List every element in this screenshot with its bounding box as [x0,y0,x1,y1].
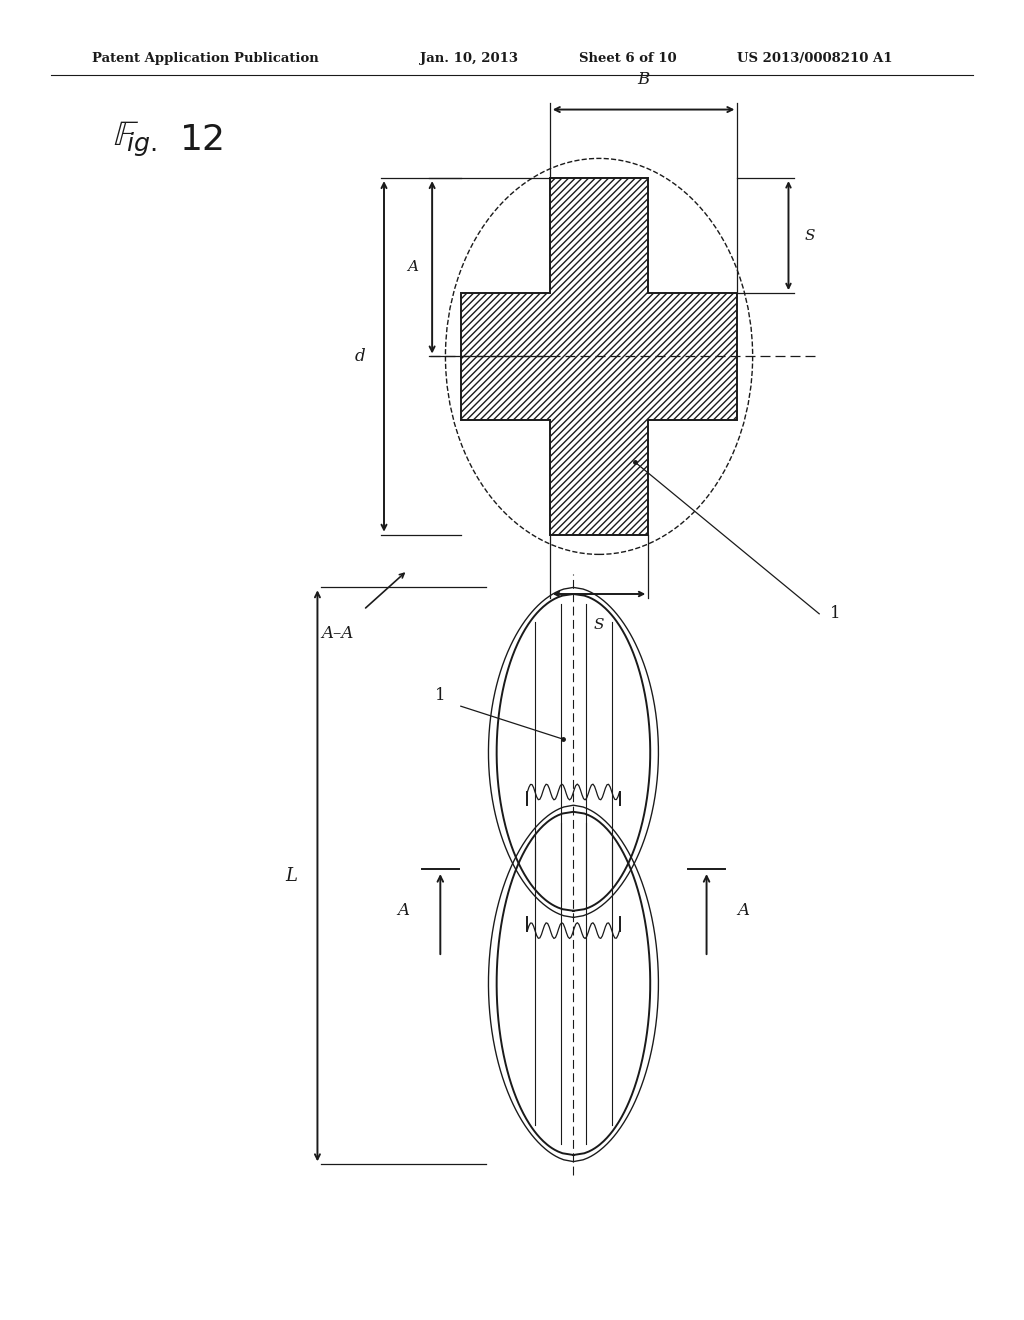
Text: Jan. 10, 2013: Jan. 10, 2013 [420,51,518,65]
Text: A: A [407,260,418,275]
Text: A: A [737,903,750,919]
Text: d: d [355,348,366,364]
Text: $12$: $12$ [179,123,223,157]
Text: A: A [397,903,410,919]
Polygon shape [461,178,737,535]
Text: 1: 1 [435,688,445,704]
Text: S: S [594,618,604,632]
Text: US 2013/0008210 A1: US 2013/0008210 A1 [737,51,893,65]
Text: Sheet 6 of 10: Sheet 6 of 10 [579,51,676,65]
Text: 1: 1 [829,606,840,622]
Text: Patent Application Publication: Patent Application Publication [92,51,318,65]
Text: S: S [805,228,815,243]
Text: $\mathbb{F}_{\!\mathit{ig.}}$: $\mathbb{F}_{\!\mathit{ig.}}$ [113,120,157,160]
Text: L: L [285,867,297,884]
Text: A–A: A–A [322,626,354,642]
Text: B: B [638,71,649,88]
